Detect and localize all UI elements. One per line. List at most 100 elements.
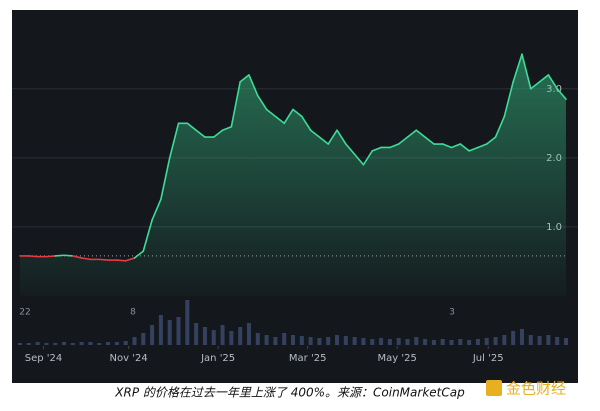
volume-bar: [317, 338, 322, 345]
price-line: [133, 250, 145, 259]
volume-bar: [405, 339, 410, 345]
day-label: 8: [130, 308, 136, 318]
x-tick-label: May '25: [378, 353, 417, 364]
volume-bar: [114, 342, 119, 345]
volume-bar: [229, 331, 234, 345]
price-line: [142, 219, 153, 252]
price-line: [556, 87, 567, 100]
volume-bar: [291, 335, 295, 345]
price-line: [54, 254, 65, 257]
price-line: [239, 74, 250, 83]
volume-bar: [185, 300, 190, 345]
price-line: [283, 108, 294, 125]
price-line: [98, 258, 109, 261]
volume-bar: [431, 340, 436, 345]
volume-bar: [335, 335, 340, 345]
volume-bar: [308, 337, 313, 345]
x-tick-label: Nov '24: [110, 353, 148, 364]
volume-bar: [18, 343, 22, 345]
volume-bar: [475, 339, 480, 345]
price-line: [336, 129, 347, 145]
price-line: [468, 146, 479, 152]
volume-bar: [484, 338, 489, 345]
volume-bar: [264, 335, 269, 345]
price-line: [503, 81, 514, 118]
volume-bar: [467, 340, 472, 345]
price-line: [186, 122, 197, 132]
price-line: [406, 129, 418, 138]
volume-bar: [44, 343, 49, 345]
volume-bar: [502, 335, 507, 345]
volume-bar: [493, 337, 498, 345]
price-line: [362, 150, 374, 166]
volume-bar: [35, 342, 40, 345]
volume-bar: [194, 323, 199, 345]
price-line: [168, 122, 180, 159]
price-line: [230, 81, 241, 128]
volume-bar: [387, 339, 392, 345]
price-line: [301, 115, 312, 132]
price-line: [485, 136, 497, 145]
volume-bar: [70, 343, 75, 345]
volume-bar: [423, 339, 428, 345]
volume-bar: [150, 325, 155, 345]
volume-bar: [343, 336, 348, 345]
volume-bar: [255, 333, 260, 345]
price-line: [415, 129, 426, 138]
x-tick-label: Jan '25: [200, 353, 235, 364]
price-line: [318, 136, 330, 145]
volume-bar: [370, 339, 375, 345]
volume-bar: [97, 343, 102, 345]
volume-bar: [326, 337, 331, 345]
volume-bar: [238, 327, 243, 345]
volume-bar: [62, 342, 67, 345]
caption: XRP 的价格在过去一年里上涨了 400%。来源：CoinMarketCap: [114, 386, 465, 400]
price-line: [512, 53, 523, 83]
volume-bar: [211, 330, 216, 345]
volume-bar: [352, 337, 357, 345]
price-line: [477, 143, 488, 149]
volume-bar: [88, 342, 93, 345]
volume-bar: [176, 317, 181, 345]
price-line: [45, 255, 57, 258]
price-line: [529, 81, 541, 90]
price-line: [80, 257, 92, 261]
volume-bar: [361, 338, 366, 345]
price-line: [274, 115, 285, 125]
volume-bar: [564, 338, 568, 345]
volume-bar: [220, 325, 225, 345]
volume-bar: [396, 338, 401, 345]
volume-bar: [299, 336, 304, 345]
volume-bar: [141, 333, 146, 345]
volume-bar: [440, 339, 445, 345]
price-line: [63, 254, 74, 257]
volume-bar: [26, 343, 31, 345]
price-line: [345, 143, 356, 156]
volume-bar: [246, 323, 251, 345]
volume-bar: [414, 337, 419, 345]
volume-bar: [555, 337, 560, 345]
price-line: [538, 74, 550, 83]
price-line: [195, 129, 206, 138]
volume-bar: [132, 337, 137, 345]
volume-bar: [511, 331, 516, 345]
price-line: [441, 143, 453, 149]
price-line: [124, 257, 136, 262]
price-line: [151, 198, 162, 221]
price-line: [72, 255, 83, 259]
volume-bar: [79, 342, 84, 345]
volume-bar: [458, 339, 463, 345]
x-tick-label: Jul '25: [472, 353, 504, 364]
x-tick-label: Mar '25: [289, 353, 327, 364]
price-line: [309, 129, 321, 138]
price-line: [28, 255, 39, 258]
price-line: [459, 143, 470, 152]
watermark: 金色财经: [506, 380, 566, 398]
volume-bar: [158, 315, 163, 345]
price-line: [327, 129, 338, 145]
price-line: [221, 125, 233, 132]
volume-bar: [537, 336, 542, 345]
volume-bar: [546, 335, 551, 345]
volume-bar: [519, 329, 524, 345]
